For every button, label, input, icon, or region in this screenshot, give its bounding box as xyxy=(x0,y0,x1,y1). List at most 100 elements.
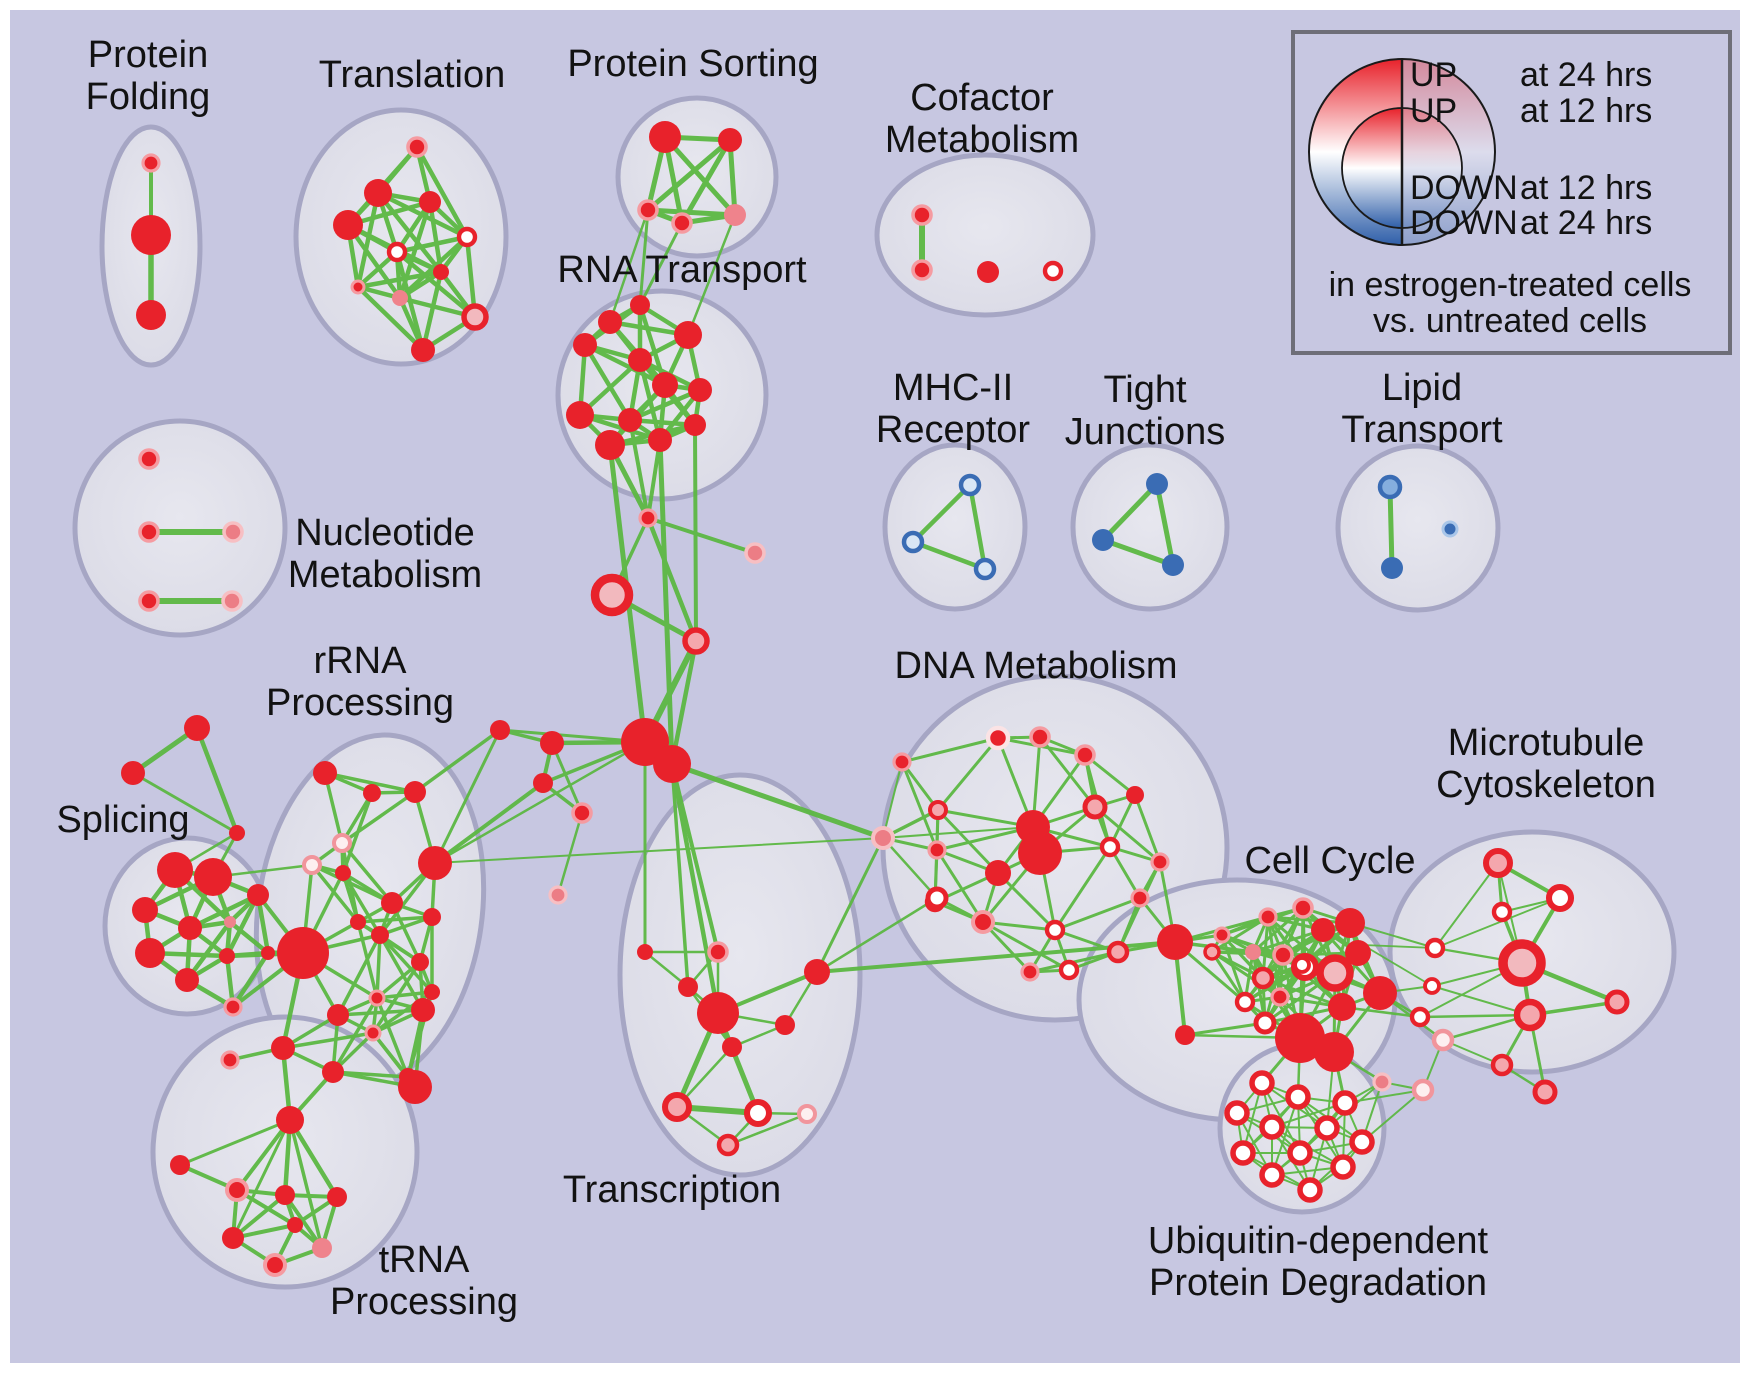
edge-link xyxy=(882,826,1034,839)
gene-node-ring_blue-mhc_ii_receptor xyxy=(973,557,997,581)
edge-link xyxy=(882,761,903,839)
gene-node-halo-cell_cycle xyxy=(1258,907,1278,927)
gene-node-ring_white-translation xyxy=(456,226,478,248)
gene-node-halo-cell_cycle xyxy=(1272,944,1294,966)
gene-node-halo-nucleotide_metabolism xyxy=(138,448,160,470)
gene-node-red-rna_transport xyxy=(628,348,652,372)
edge-link xyxy=(433,740,647,865)
gene-node-ring_white-cell_cycle xyxy=(1293,956,1311,974)
edge-trna_processing xyxy=(231,1193,287,1240)
gene-node-red-connector xyxy=(653,745,691,783)
edge-link xyxy=(498,728,647,744)
gene-node-halo-dna_metabolism xyxy=(1150,852,1170,872)
edge-rrna_processing xyxy=(331,996,379,1074)
gene-node-ring_white-dna_metabolism xyxy=(1058,959,1080,981)
gene-node-red-rna_transport xyxy=(630,295,650,315)
gene-node-red-cell_cycle xyxy=(1314,1032,1354,1072)
gene-node-red-dna_metabolism xyxy=(1157,924,1193,960)
gene-node-red-rrna_processing xyxy=(363,784,381,802)
gene-node-red-trna_processing xyxy=(275,1185,295,1205)
edge-dna_metabolism xyxy=(1093,805,1162,864)
gene-node-ring_pink-microtubule_cytoskeleton xyxy=(1532,1079,1558,1105)
edge-rrna_processing xyxy=(323,771,417,794)
edge-link xyxy=(1431,985,1531,1016)
edge-rrna_processing xyxy=(356,915,434,924)
gene-node-ring_white-ubiquitin_degradation xyxy=(1330,1154,1356,1180)
cluster-label-tight_junctions: Tight xyxy=(1103,369,1187,411)
edge-ubiquitin_degradation xyxy=(1271,1102,1346,1128)
legend-direction-label-1: UP xyxy=(1410,92,1457,130)
edge-link xyxy=(727,1113,808,1146)
gene-node-red-rna_transport xyxy=(652,372,678,398)
gene-node-red-splicing xyxy=(135,938,165,968)
gene-node-red-rrna_processing xyxy=(418,846,452,880)
edge-link xyxy=(231,1118,292,1240)
edge-dna_metabolism xyxy=(936,736,1000,812)
gene-node-halo-cofactor_metabolism xyxy=(911,259,933,281)
cluster-label-transcription: Transcription xyxy=(563,1169,781,1211)
gene-node-ring_white-ubiquitin_degradation xyxy=(1332,1090,1358,1116)
legend-time-label-1: at 12 hrs xyxy=(1520,92,1652,130)
edge-link xyxy=(1154,481,1176,568)
edge-dna_metabolism xyxy=(981,920,1071,972)
gene-node-halo-nucleotide_metabolism xyxy=(138,590,160,612)
gene-node-halo-cell_cycle xyxy=(1292,897,1314,919)
edge-link xyxy=(669,761,886,841)
gene-node-red-rrna_processing xyxy=(277,927,329,979)
gene-node-ring_lightpink-ubiquitin_degradation xyxy=(1411,1078,1435,1102)
edge-rrna_processing xyxy=(375,960,422,1000)
gene-node-red-cofactor_metabolism xyxy=(977,261,999,283)
edge-splicing xyxy=(184,919,233,983)
gene-node-red-cell_cycle xyxy=(1345,940,1371,966)
edge-link xyxy=(1434,862,1499,949)
gene-node-red-transcription xyxy=(775,1015,795,1035)
cluster-bubble-trna_processing xyxy=(150,1014,420,1290)
gene-node-ring_lightpink-transcription xyxy=(797,1104,817,1124)
edge-link xyxy=(130,725,200,776)
cluster-bubble-nucleotide_metabolism xyxy=(72,418,288,638)
gene-node-red-protein_folding xyxy=(136,300,166,330)
edge-dna_metabolism xyxy=(1053,896,1142,932)
edge-link xyxy=(608,208,650,324)
gene-node-ring_pink-microtubule_cytoskeleton xyxy=(1604,989,1630,1015)
edge-translation xyxy=(355,269,444,290)
gene-node-halo2-connector xyxy=(871,826,895,850)
gene-node-red-rrna_processing xyxy=(327,1004,349,1026)
gene-node-ring_blue-mhc_ii_receptor xyxy=(958,473,982,497)
gene-node-pink-protein_sorting xyxy=(724,204,746,226)
cluster-label-rna_transport: RNA Transport xyxy=(557,249,807,291)
gene-node-halo_blue-lipid_transport xyxy=(1441,520,1459,538)
edge-dna_metabolism xyxy=(900,736,1000,764)
gene-node-red-rrna_processing xyxy=(350,914,366,930)
gene-node-halo-connector xyxy=(638,508,658,528)
gene-node-ring_white-connector xyxy=(1409,1006,1431,1028)
gene-node-halo-dna_metabolism xyxy=(1029,726,1051,748)
edge-rrna_processing xyxy=(340,841,394,905)
edge-cell_cycle xyxy=(1220,933,1247,1004)
edge-link xyxy=(910,482,973,545)
cluster-label-lipid_transport: Transport xyxy=(1341,409,1503,451)
cluster-label-rrna_processing: rRNA xyxy=(314,640,408,682)
edge-dna_metabolism xyxy=(935,848,985,924)
edge-link xyxy=(178,1118,292,1167)
legend-time-label-3: at 24 hrs xyxy=(1520,204,1652,242)
edge-link xyxy=(1100,537,1176,568)
edge-rna_transport xyxy=(582,342,668,388)
gene-node-red-protein_sorting xyxy=(718,128,742,152)
edge-cell_cycle xyxy=(1251,906,1305,954)
edge-link xyxy=(638,221,684,307)
gene-node-red-transcription xyxy=(722,1037,742,1057)
edge-dna_metabolism xyxy=(981,920,1057,932)
edge-link xyxy=(1362,944,1433,987)
cluster-label-cell_cycle: Cell Cycle xyxy=(1244,840,1415,882)
gene-node-ring_pinkbig-connector xyxy=(590,573,634,617)
edge-link xyxy=(881,836,939,900)
gene-node-red-rrna_processing xyxy=(381,892,403,914)
gene-node-pink-cell_cycle xyxy=(1245,944,1261,960)
gene-node-halo-protein_sorting xyxy=(671,212,693,234)
edge-translation xyxy=(397,269,444,301)
gene-node-red-rna_transport xyxy=(595,430,625,460)
gene-node-ring_white-ubiquitin_degradation xyxy=(1224,1100,1250,1126)
